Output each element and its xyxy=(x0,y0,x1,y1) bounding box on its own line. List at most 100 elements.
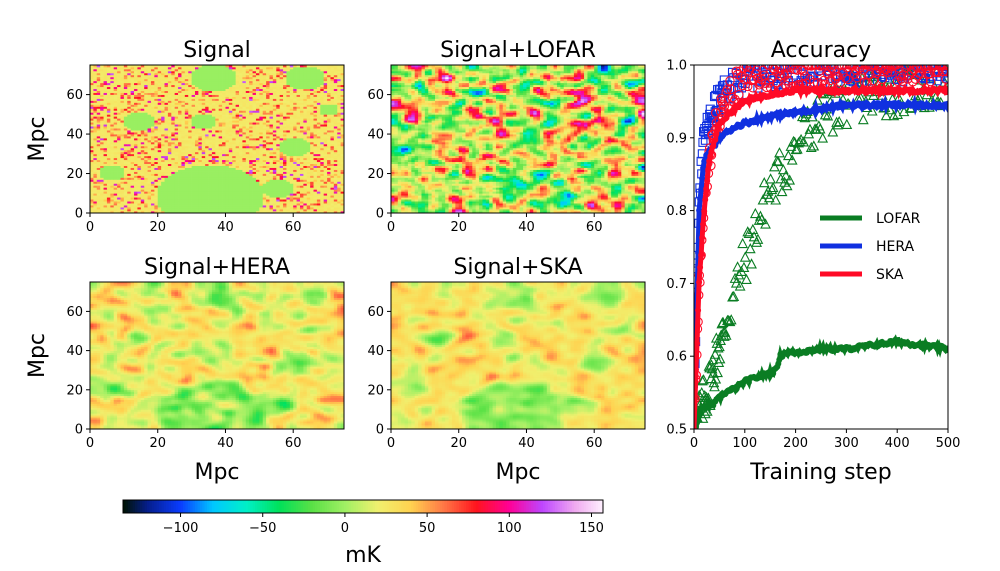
heatmap-cell xyxy=(259,203,264,206)
heatmap-cell xyxy=(171,106,176,109)
heatmap-cell xyxy=(232,80,236,84)
heatmap-cell xyxy=(232,122,236,125)
heatmap-cell xyxy=(306,141,311,145)
heatmap-cell xyxy=(117,86,121,90)
heatmap-cell xyxy=(178,147,182,151)
heatmap-cell xyxy=(161,175,165,178)
heatmap-cell xyxy=(239,104,243,107)
heatmap-cell xyxy=(279,189,284,192)
heatmap-cell xyxy=(100,92,104,95)
heatmap-cell xyxy=(113,189,118,192)
heatmap-cell xyxy=(171,165,176,168)
heatmap-cell xyxy=(174,98,179,101)
heatmap-cell xyxy=(93,193,98,196)
heatmap-cell xyxy=(323,205,328,208)
heatmap-cell xyxy=(140,147,145,151)
heatmap-cell xyxy=(90,126,94,129)
heatmap-cell xyxy=(167,207,172,210)
heatmap-cell xyxy=(239,199,243,202)
heatmap-cell xyxy=(90,177,94,180)
heatmap-cell xyxy=(262,138,267,141)
heatmap-cell xyxy=(218,197,223,200)
heatmap-cell xyxy=(323,132,328,135)
heatmap-cell xyxy=(232,161,236,165)
heatmap-cell xyxy=(276,139,281,143)
heatmap-cell xyxy=(140,161,145,165)
heatmap-cell xyxy=(232,173,236,176)
heatmap-cell xyxy=(313,179,318,182)
heatmap-cell xyxy=(296,179,301,182)
heatmap-cell xyxy=(144,185,148,188)
heatmap-cell xyxy=(106,112,111,115)
heatmap-cell xyxy=(147,161,152,165)
heatmap-cell xyxy=(327,199,331,202)
heatmap-cell xyxy=(337,139,341,143)
heatmap-cell xyxy=(262,88,267,91)
heatmap-cell xyxy=(242,169,247,172)
heatmap-cell xyxy=(222,80,226,84)
heatmap-cell xyxy=(218,112,223,115)
heatmap-cell xyxy=(283,177,287,180)
heatmap-cell xyxy=(225,167,230,170)
heatmap-cell xyxy=(154,185,159,188)
heatmap-cell xyxy=(245,203,250,206)
heatmap-cell xyxy=(93,197,98,200)
heatmap-cell xyxy=(245,86,250,90)
heatmap-cell xyxy=(127,187,131,190)
heatmap-cell xyxy=(174,136,179,139)
heatmap-cell xyxy=(194,132,199,135)
heatmap-cell xyxy=(205,114,209,117)
heatmap-cell xyxy=(157,177,162,180)
heatmap-cell xyxy=(154,138,159,141)
heatmap-cell xyxy=(340,183,345,186)
heatmap-cell xyxy=(279,112,284,115)
heatmap-cell xyxy=(269,155,274,159)
heatmap-cell xyxy=(110,147,115,151)
heatmap-cell xyxy=(194,165,199,168)
heatmap-cell xyxy=(123,171,128,174)
heatmap-cell xyxy=(235,92,240,95)
heatmap-cell xyxy=(167,175,172,178)
heatmap-cell xyxy=(242,126,247,129)
heatmap-cell xyxy=(239,138,243,141)
heatmap-cell xyxy=(313,147,318,151)
heatmap-cell xyxy=(289,90,294,93)
heatmap-cell xyxy=(147,189,152,192)
heatmap-cell xyxy=(327,193,331,196)
heatmap-cell xyxy=(320,120,325,123)
heatmap-cell xyxy=(218,100,223,103)
heatmap-cell xyxy=(323,177,328,180)
heatmap-cell xyxy=(184,167,189,170)
heatmap-cell xyxy=(167,211,172,214)
heatmap-cell xyxy=(303,102,308,105)
heatmap-cell xyxy=(134,151,138,155)
heatmap-cell xyxy=(232,151,236,155)
heatmap-cell xyxy=(113,191,118,194)
heatmap-cell xyxy=(100,169,104,172)
heatmap-cell xyxy=(259,167,264,170)
heatmap-cell xyxy=(147,90,152,93)
heatmap-cell xyxy=(113,141,118,145)
heatmap-cell xyxy=(266,141,270,145)
heatmap-cell xyxy=(303,187,308,190)
heatmap-cell xyxy=(323,130,328,133)
heatmap-cell xyxy=(239,147,243,151)
heatmap-cell xyxy=(130,171,135,174)
heatmap-cell xyxy=(127,128,131,131)
heatmap-cell xyxy=(93,82,98,86)
heatmap-cell xyxy=(140,209,145,212)
heatmap-cell xyxy=(323,141,328,145)
heatmap-cell xyxy=(178,205,182,208)
heatmap-cell xyxy=(313,94,318,97)
heatmap-cell xyxy=(276,157,281,161)
heatmap-cell xyxy=(266,179,270,182)
heatmap-cell xyxy=(232,209,236,212)
heatmap-cell xyxy=(205,84,209,88)
heatmap-cell xyxy=(171,94,176,97)
heatmap-cell xyxy=(113,88,118,91)
heatmap-cell xyxy=(306,205,311,208)
heatmap-cell xyxy=(320,88,325,91)
heatmap-cell xyxy=(242,197,247,200)
heatmap-cell xyxy=(296,177,301,180)
heatmap-cell xyxy=(316,112,321,115)
